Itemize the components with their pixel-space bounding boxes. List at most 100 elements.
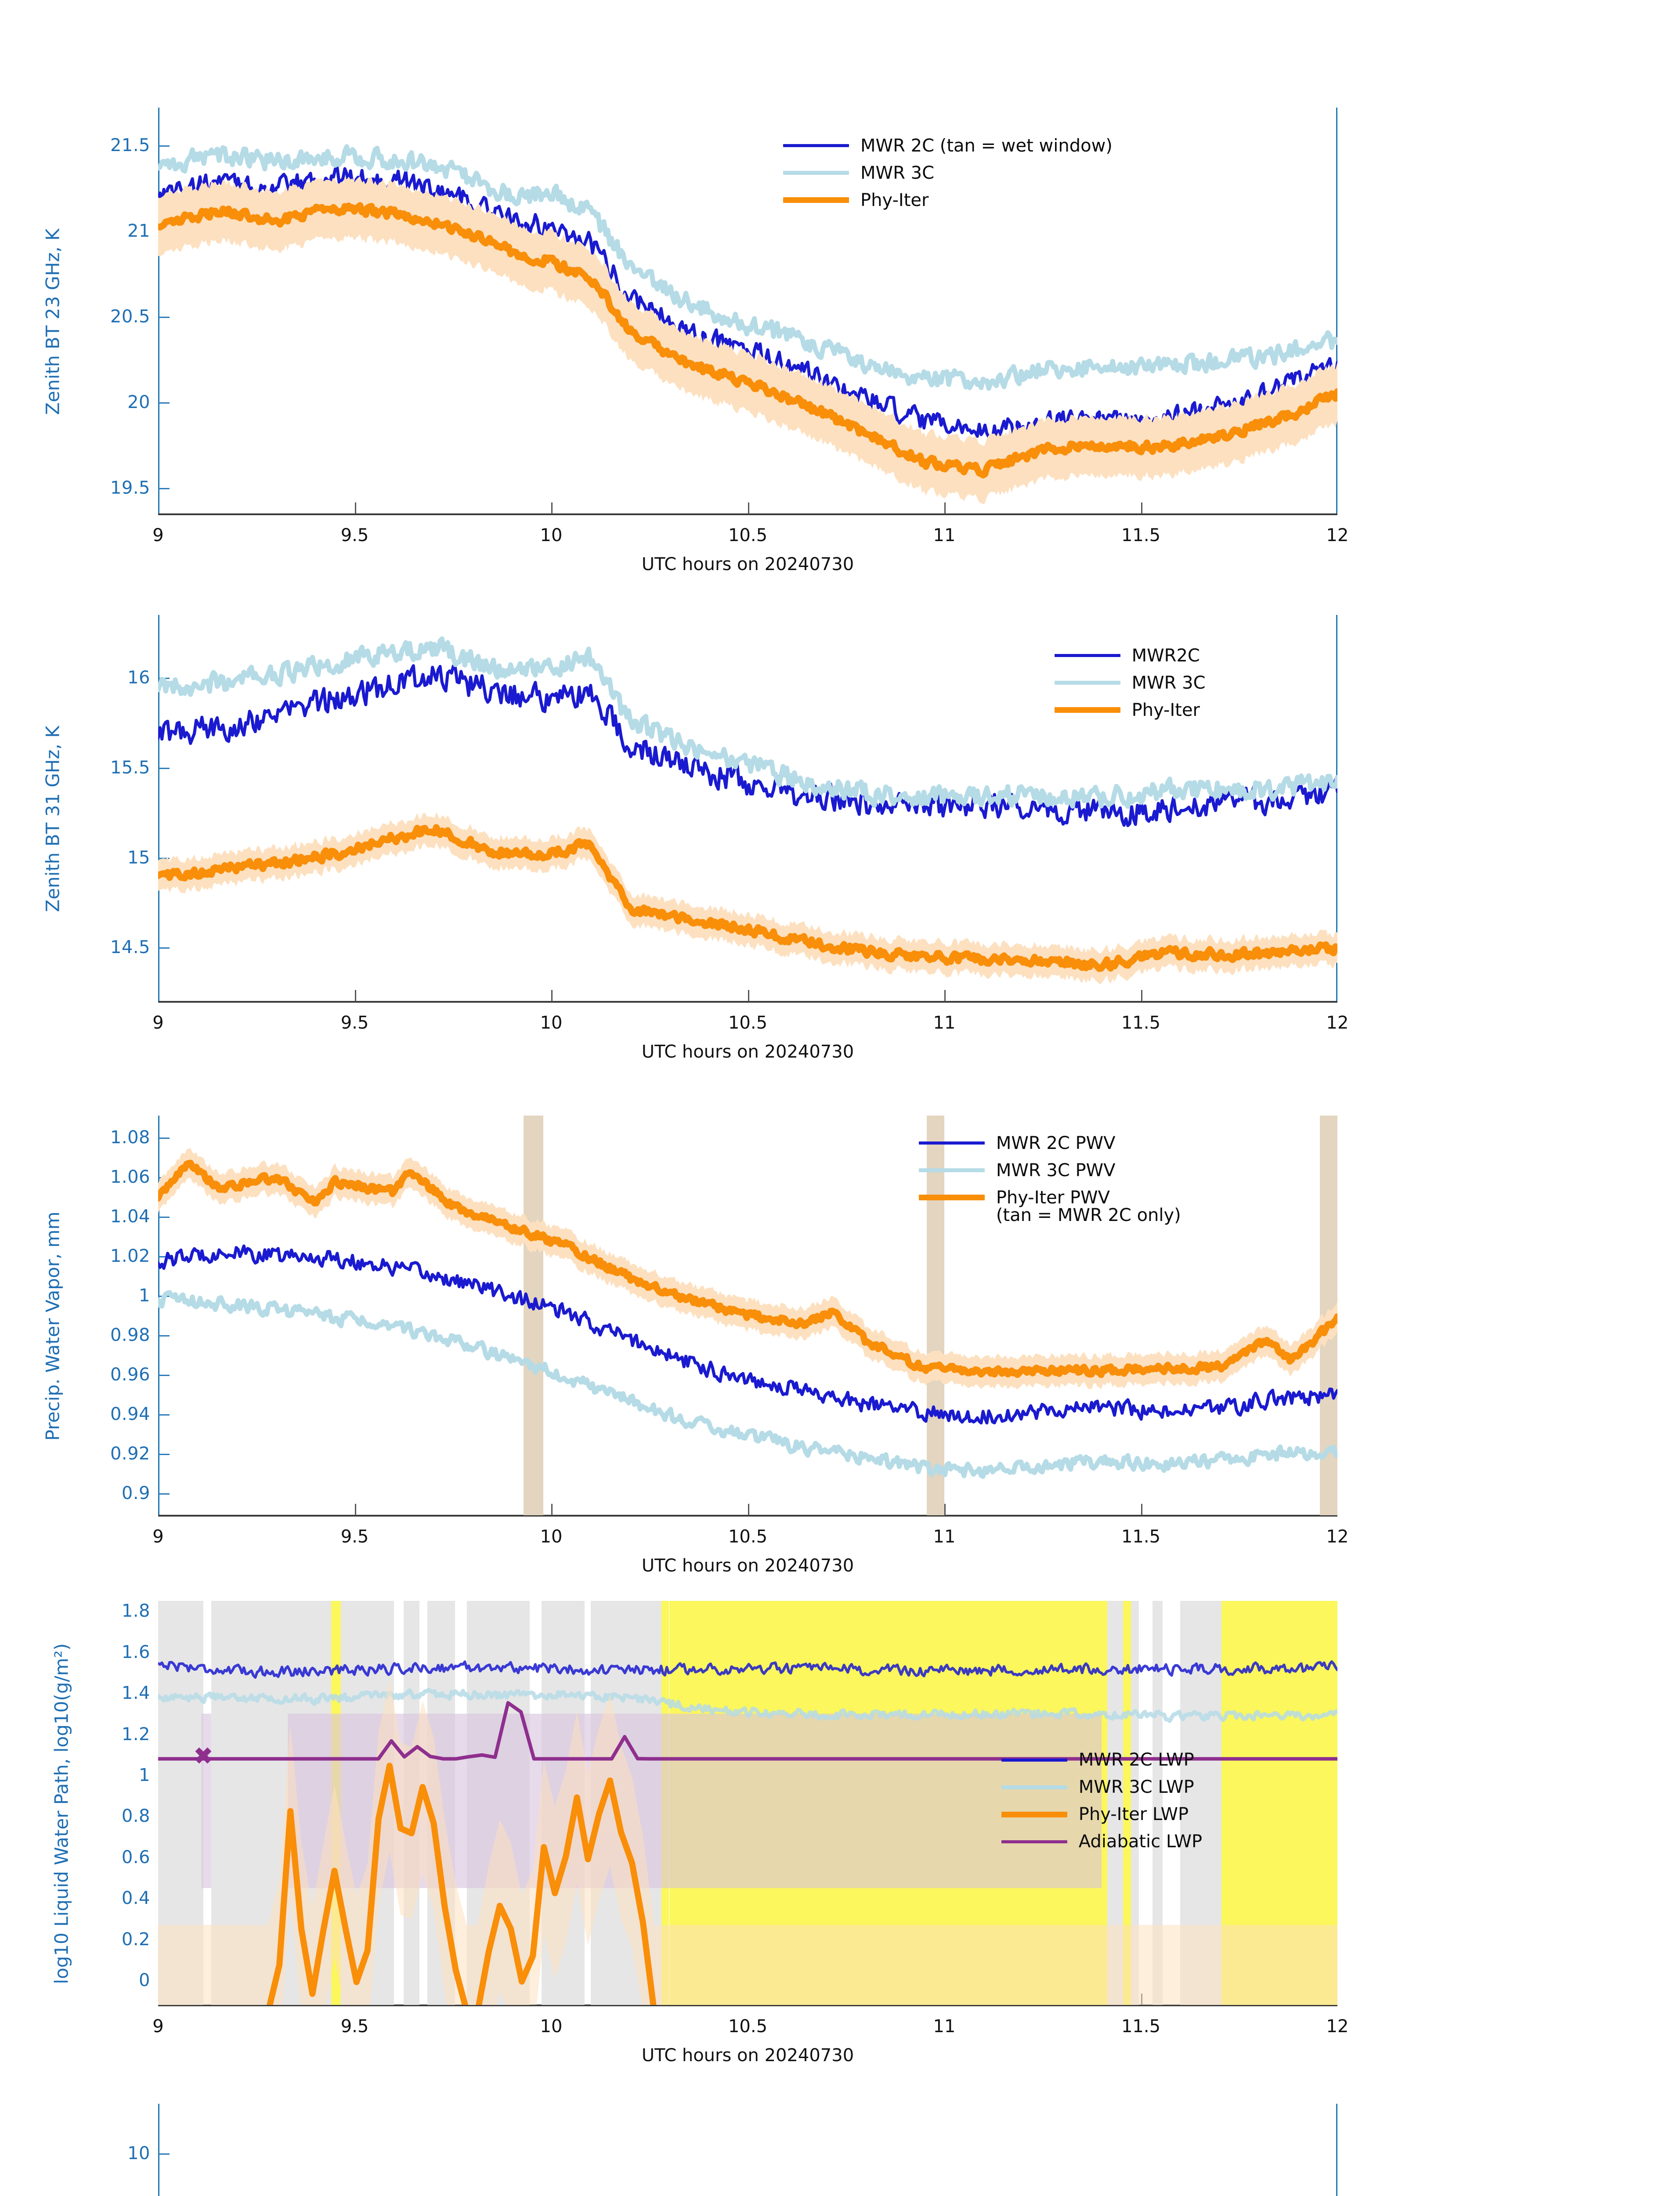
legend-swatch	[1054, 707, 1120, 713]
x-axis-tick	[551, 1504, 553, 1515]
y-axis-tick-label: 21	[127, 221, 150, 241]
y-axis-tick-label: 1	[139, 1285, 150, 1306]
x-axis-tick	[748, 502, 749, 514]
x-axis-title-bt31: UTC hours on 20240730	[641, 1042, 854, 1062]
y-axis-tick-label: 10	[127, 2143, 150, 2164]
y-axis-tick	[158, 1137, 170, 1139]
legend-swatch	[1054, 654, 1120, 657]
y-axis-tick-label: 0.94	[110, 1404, 150, 1425]
x-axis-tick-label: 10.5	[728, 1527, 768, 1547]
legend-entry: Adiabatic LWP	[1001, 1828, 1202, 1855]
legend: MWR 2C PWV MWR 3C PWV Phy-Iter PWV (tan = M…	[918, 1130, 1181, 1225]
series-canvas	[158, 144, 1337, 505]
adiabatic-uncertainty-band	[201, 1713, 211, 1888]
x-axis-spine	[158, 513, 1337, 515]
y-axis-tick-label: 1.06	[110, 1167, 150, 1187]
y-axis-tick-label: 1.02	[110, 1246, 150, 1266]
y-axis-tick-label: 0.92	[110, 1444, 150, 1464]
y-axis-spine	[158, 2104, 159, 2196]
right-spine	[1336, 108, 1337, 514]
x-axis-tick	[944, 1504, 946, 1515]
y-axis-tick-label: 1.04	[110, 1206, 150, 1227]
legend-swatch	[1001, 1785, 1067, 1789]
y-axis-tick-label: 0.96	[110, 1365, 150, 1385]
x-axis-tick-label: 11.5	[1121, 2016, 1161, 2037]
y-axis-tick-label: 14.5	[110, 937, 150, 958]
legend-label: MWR 3C	[860, 163, 934, 183]
x-axis-tick	[748, 1504, 749, 1515]
x-axis-tick-label: 9	[152, 2016, 164, 2037]
x-axis-tick-label: 9.5	[340, 1013, 369, 1033]
x-axis-tick	[944, 990, 946, 1001]
y-axis-tick-label: 20	[127, 392, 150, 413]
x-axis-tick	[551, 502, 553, 514]
x-axis-tick	[1141, 502, 1142, 514]
x-axis-tick	[354, 990, 356, 1001]
x-axis-tick-label: 9	[152, 525, 164, 545]
x-axis-tick-label: 10	[540, 525, 563, 545]
y-axis-tick-label: 0.98	[110, 1325, 150, 1346]
legend-entry: MWR 3C	[783, 159, 1113, 187]
series-canvas: ✖	[158, 1660, 1337, 2005]
x-axis-title-lwp: UTC hours on 20240730	[641, 2045, 854, 2066]
y-axis-tick-label: 1.2	[121, 1724, 150, 1745]
y-axis-title-lwp: log10 Liquid Water Path, log10(g/m²)	[51, 1643, 72, 1984]
plot-area-pwv: Precip. Water Vapor, mm UTC hours on 202…	[42, 1116, 1348, 1576]
legend: MWR 2C (tan = wet window) MWR 3C Phy-Iter	[783, 132, 1113, 214]
legend-entry: MWR 2C (tan = wet window)	[783, 132, 1113, 159]
x-axis-spine	[158, 1515, 1337, 1517]
y-axis-tick	[158, 2153, 170, 2155]
x-axis-tick-label: 9	[152, 1013, 164, 1033]
legend-label: Adiabatic LWP	[1078, 1831, 1203, 1852]
x-axis-tick-label: 10.5	[728, 2016, 768, 2037]
shaded-band	[1131, 1601, 1139, 2005]
y-axis-tick-label: 1.8	[121, 1601, 150, 1622]
legend: MWR2C MWR 3C Phy-Iter	[1054, 642, 1206, 724]
x-axis-tick-label: 9.5	[340, 525, 369, 545]
y-axis-title-bt23: Zenith BT 23 GHz, K	[42, 228, 64, 415]
legend-label: Phy-Iter	[860, 190, 929, 210]
right-spine	[1336, 615, 1337, 1001]
x-axis-tick	[748, 990, 749, 1001]
y-axis-tick-label: 0.9	[121, 1483, 150, 1504]
y-axis-tick	[158, 767, 170, 769]
legend-swatch	[918, 1141, 985, 1145]
x-axis-tick-label: 11	[933, 1527, 956, 1547]
y-axis-tick	[158, 317, 170, 318]
y-axis-tick-label: 0	[139, 1970, 150, 1990]
shaded-band	[1153, 1601, 1163, 2005]
series-canvas	[158, 1148, 1337, 1479]
legend-entry: MWR 2C LWP	[1001, 1746, 1202, 1773]
legend-entry: Phy-Iter PWV	[918, 1184, 1181, 1211]
shaded-band	[926, 1116, 944, 1515]
x-axis-tick-label: 10	[540, 1527, 563, 1547]
legend: MWR 2C LWP MWR 3C LWP Phy-Iter LWP Adiabati…	[1001, 1746, 1202, 1855]
plot-area-dqflag: MWR Phy Iter DQ Flag UTC hours on 202407…	[127, 2104, 1337, 2196]
y-axis-tick-label: 1.4	[121, 1683, 150, 1704]
y-axis-tick-label: 0.6	[121, 1847, 150, 1867]
x-axis-title-pwv: UTC hours on 20240730	[641, 1556, 854, 1576]
series-canvas	[158, 2104, 1337, 2196]
x-axis-tick-label: 12	[1326, 525, 1349, 545]
x-axis-tick-label: 11.5	[1121, 1013, 1161, 1033]
x-axis-spine	[158, 2005, 1337, 2006]
y-axis-tick-label: 15.5	[110, 757, 150, 778]
y-axis-tick	[158, 1375, 170, 1376]
legend-label: Phy-Iter PWV	[996, 1187, 1110, 1208]
x-axis-tick	[551, 990, 553, 1001]
x-axis-tick-label: 11	[933, 525, 956, 545]
y-axis-tick-label: 1.6	[121, 1642, 150, 1662]
x-axis-tick-label: 11.5	[1121, 1527, 1161, 1547]
legend-swatch	[1001, 1758, 1067, 1762]
y-axis-tick	[158, 1216, 170, 1218]
y-axis-tick-label: 21.5	[110, 135, 150, 155]
x-axis-tick-label: 9	[152, 1527, 164, 1547]
legend-entry: MWR2C	[1054, 642, 1206, 669]
y-axis-tick	[158, 1256, 170, 1257]
plot-area-lwp: ✖ log10 Liquid Water Path, log10(g/m²) U…	[51, 1601, 1348, 2066]
x-axis-tick	[1141, 1504, 1142, 1515]
y-axis-tick-label: 0.2	[121, 1929, 150, 1950]
x-axis-tick-label: 10	[540, 2016, 563, 2037]
y-axis-tick-label: 20.5	[110, 307, 150, 327]
y-axis-tick-label: 0.4	[121, 1888, 150, 1909]
